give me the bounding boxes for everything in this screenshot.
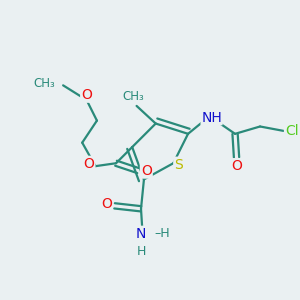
Text: CH₃: CH₃: [33, 77, 55, 90]
Text: CH₃: CH₃: [123, 90, 145, 103]
Text: N: N: [136, 227, 146, 241]
Text: –H: –H: [155, 227, 170, 240]
Text: S: S: [174, 158, 183, 172]
Text: O: O: [101, 197, 112, 212]
Text: O: O: [83, 157, 94, 171]
Text: H: H: [136, 245, 146, 258]
Text: O: O: [81, 88, 92, 102]
Text: Cl: Cl: [285, 124, 298, 138]
Text: O: O: [231, 159, 242, 173]
Text: NH: NH: [201, 111, 222, 125]
Text: O: O: [141, 164, 152, 178]
